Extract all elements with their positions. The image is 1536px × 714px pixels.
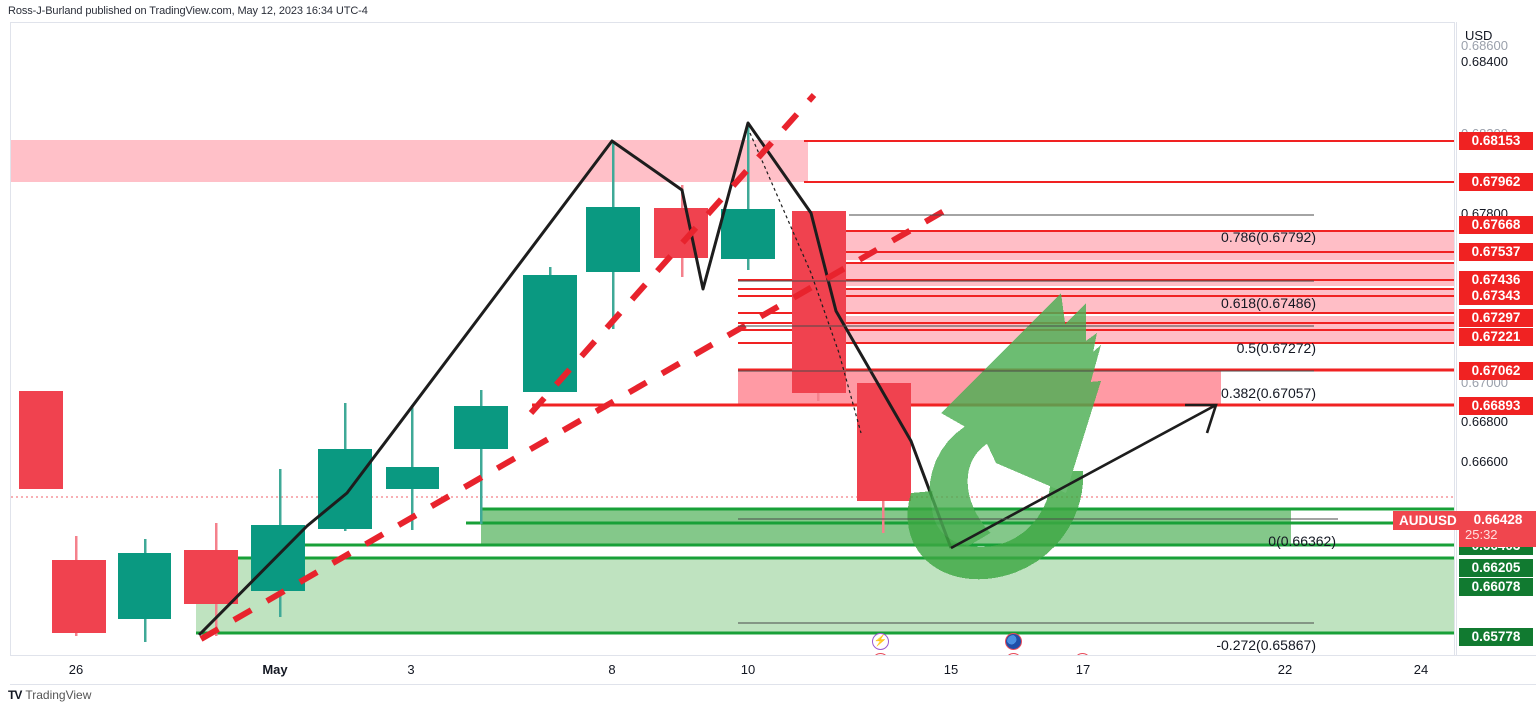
time-tick: 26 [68,662,84,677]
projection-arrow [950,403,1218,550]
dashed-trendline-upper [528,93,817,415]
resistance-lines [804,139,1454,184]
candlestick-series [19,123,911,642]
price-level-pill[interactable]: 0.67297 [1459,309,1533,327]
price-tick: 0.68400 [1461,54,1508,69]
economic-event-au-globe-icon[interactable] [1005,633,1022,650]
candle [721,123,775,270]
dashed-trendline-lower [199,204,953,642]
tradingview-mark-icon: TV [8,688,22,702]
time-tick: 8 [608,662,616,677]
price-level-pill[interactable]: 0.66205 [1459,559,1533,577]
symbol-badge[interactable]: AUDUSD [1393,511,1463,530]
zone-demand-light [196,559,1454,634]
candle [386,405,439,530]
chart-plot [11,93,1454,642]
price-level-pill[interactable]: 0.67436 [1459,271,1533,289]
fib-leader-lines [738,214,1338,624]
zone-demand-dark [481,508,1291,545]
price-level-pill[interactable]: 0.66078 [1459,578,1533,596]
last-price-badge[interactable]: 0.66428 25:32 [1459,511,1536,547]
fib-label-neg0272: -0.272(0.65867) [1216,637,1316,653]
price-axis[interactable]: USD 0.68600 0.68400 0.68200 0.67800 0.67… [1393,22,1536,655]
price-level-pill[interactable]: 0.66893 [1459,397,1533,415]
price-level-pill[interactable]: 0.67221 [1459,328,1533,346]
candle [118,539,171,642]
candle [318,403,372,531]
price-level-pill[interactable]: 0.67962 [1459,173,1533,191]
price-level-pill[interactable]: 0.67668 [1459,216,1533,234]
candle [857,383,911,533]
fib-label-05: 0.5(0.67272) [1236,340,1316,356]
time-tick: 22 [1277,662,1293,677]
bullish-curved-arrow [907,293,1101,580]
price-level-pill[interactable]: 0.67062 [1459,362,1533,380]
candle [454,390,508,524]
time-tick: 15 [943,662,959,677]
economic-event-bolt-icon[interactable]: ⚡ [872,633,889,650]
dotted-path [749,132,862,434]
time-tick: 10 [740,662,756,677]
publisher-attribution: Ross-J-Burland published on TradingView.… [8,5,368,17]
price-level-pill[interactable]: 0.65778 [1459,628,1533,646]
candle [654,185,708,277]
candle [251,469,305,617]
price-tick: 0.68600 [1461,38,1508,53]
zone-resistance-upper [11,140,808,182]
price-level-pill[interactable]: 0.67537 [1459,243,1533,261]
tradingview-wordmark: TradingView [25,688,92,702]
currency-unit-label: USD [1465,28,1493,43]
zigzag-trendline [197,121,953,637]
candle [52,536,106,636]
time-tick: 24 [1413,662,1429,677]
bar-countdown: 25:32 [1465,527,1498,542]
time-tick: May [262,662,288,677]
price-level-pill[interactable]: 0.67343 [1459,287,1533,305]
tradingview-logo[interactable]: TV TradingView [8,688,91,702]
fib-label-0382: 0.382(0.67057) [1221,385,1316,401]
candle [184,523,238,636]
fib-label-0786: 0.786(0.67792) [1221,229,1316,245]
fib-zone-lines [738,229,1454,345]
last-price-value: 0.66428 [1473,512,1523,527]
fib-label-0618: 0.618(0.67486) [1221,295,1316,311]
price-tick: 0.66600 [1461,454,1508,469]
candle [19,391,63,489]
time-tick: 3 [407,662,415,677]
chart-canvas[interactable]: 0.786(0.67792) 0.618(0.67486) 0.5(0.6727… [10,22,1455,655]
price-tick: 0.66800 [1461,414,1508,429]
fib-label-0: 0(0.66362) [1268,533,1336,549]
time-axis[interactable]: 26 May 3 8 10 15 17 22 24 [10,655,1536,685]
candle [586,143,640,329]
time-tick: 17 [1075,662,1091,677]
price-level-pill[interactable]: 0.68153 [1459,132,1533,150]
